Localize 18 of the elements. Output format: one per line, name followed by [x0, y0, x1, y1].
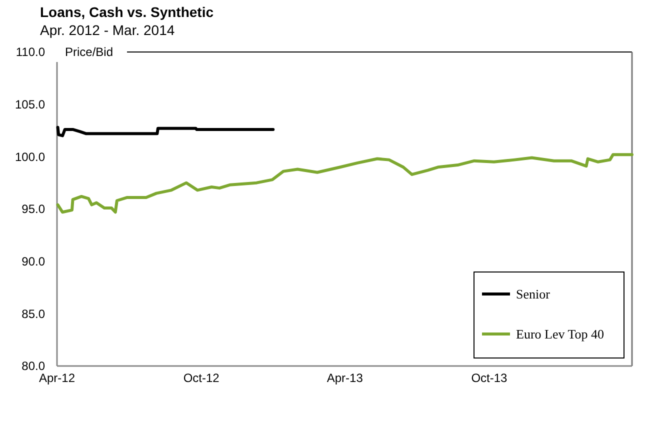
y-tick-label: 100.0 — [14, 150, 46, 164]
x-tick-label: Oct-13 — [471, 371, 508, 385]
line-series — [56, 153, 634, 214]
x-tick-label: Apr-13 — [326, 371, 364, 385]
y-tick-label: 105.0 — [14, 98, 46, 112]
legend-label: Euro Lev Top 40 — [516, 326, 604, 342]
y-tick-label: 95.0 — [22, 202, 46, 216]
x-tick-label: Oct-12 — [183, 371, 220, 385]
chart-title: Loans, Cash vs. Synthetic — [40, 4, 214, 20]
chart-subtitle: Apr. 2012 - Mar. 2014 — [40, 22, 175, 38]
x-tick-label: Apr-12 — [38, 371, 76, 385]
line-series — [56, 126, 275, 138]
y-tick-label: 110.0 — [16, 45, 46, 60]
y-tick-label: 90.0 — [22, 254, 46, 269]
legend-label: Senior — [516, 286, 551, 302]
y-tick-label: 80.0 — [22, 359, 46, 374]
y-axis-title: Price/Bid — [65, 45, 114, 59]
y-tick-label: 85.0 — [22, 306, 46, 321]
